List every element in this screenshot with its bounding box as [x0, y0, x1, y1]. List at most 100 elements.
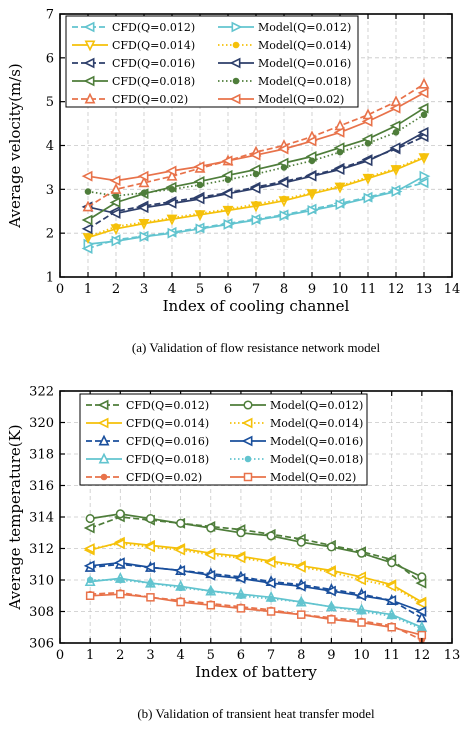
chart-b-point-3-1	[113, 538, 125, 550]
chart-a-ytick-label: 1	[46, 271, 54, 286]
chart-a-legend-marker-0	[83, 21, 95, 33]
chart-a-legend: CFD(Q=0.012) Model(Q=0.012) CFD(Q=0.014) Mo…	[65, 15, 359, 108]
chart-b-xtick-label: 3	[146, 648, 154, 663]
chart-a-legend-label-4: CFD(Q=0.016)	[112, 57, 195, 70]
chart-b-xtick-label: 5	[207, 648, 215, 663]
chart-a-xtick-label: 0	[56, 282, 64, 297]
chart-a-point-3-5	[224, 205, 232, 213]
chart-b-point-7-9	[358, 608, 365, 615]
chart-a-point-5-7	[277, 177, 289, 189]
chart-a-point-8-1	[110, 182, 122, 194]
chart-a-xtick-label: 6	[224, 282, 232, 297]
chart-b-series-line-3	[90, 542, 423, 605]
chart-a-point-5-1	[109, 208, 121, 219]
chart-b-series-line-8	[90, 591, 423, 641]
chart-b-point-3-7	[294, 561, 306, 573]
chart-a-xtick-label: 1	[84, 282, 92, 297]
chart-b-point-5-2	[144, 561, 155, 573]
chart-b-point-1-5	[236, 528, 246, 538]
chart-b-point-7-7	[297, 598, 305, 606]
chart-a-point-9-5	[221, 155, 233, 167]
chart-b-point-3-3	[174, 544, 186, 556]
chart-a-xtick-label: 4	[168, 282, 176, 297]
chart-a-xtick-label: 10	[332, 282, 349, 297]
chart-b-point-9-6	[266, 607, 276, 616]
chart-b-legend-marker-7	[244, 455, 252, 463]
chart-b-legend-label-0: CFD(Q=0.012)	[126, 399, 209, 412]
chart-b-series-line-6	[90, 577, 423, 629]
chart-a-point-9-2	[137, 170, 149, 182]
chart-b-xtick-label: 2	[116, 648, 124, 663]
chart-b-legend-marker-9	[243, 472, 253, 482]
chart-b-point-1-7	[296, 537, 306, 547]
chart-b-xtick-label: 8	[297, 648, 305, 663]
chart-b-point-7-0	[86, 576, 94, 584]
chart-a-point-1-1	[111, 235, 123, 247]
chart-a-xtick-label: 12	[388, 282, 405, 297]
chart-a-point-1-8	[307, 204, 319, 216]
chart-a-point-1-9	[335, 199, 347, 211]
chart-b-point-1-3	[176, 518, 186, 528]
chart-b-point-5-5	[234, 572, 246, 584]
chart-b-ytick-label: 322	[29, 385, 54, 400]
chart-b-point-3-10	[385, 580, 397, 592]
chart-b-legend-marker-2	[97, 417, 109, 429]
chart-b-point-1-10	[387, 558, 397, 568]
chart-b-x-axis-label: Index of battery	[195, 663, 317, 681]
chart-a-xtick-label: 2	[112, 282, 120, 297]
chart-a-point-6-0	[81, 214, 93, 226]
chart-b-y-axis-label: Average temperature(K)	[6, 424, 24, 610]
chart-b-point-9-11	[417, 630, 427, 640]
chart-b-point-9-8	[327, 615, 336, 624]
chart-b-legend-marker-8	[100, 473, 108, 481]
chart-b-series-line-2	[89, 541, 423, 603]
chart-a-xtick-label: 8	[280, 282, 288, 297]
chart-a-legend-marker-6	[83, 75, 95, 87]
chart-a-point-5-4	[193, 193, 205, 205]
chart-b-point-1-4	[206, 523, 216, 533]
chart-b-xtick-label: 11	[383, 648, 400, 663]
chart-a-point-9-12	[417, 87, 429, 99]
chart-b-point-5-4	[204, 569, 216, 581]
chart-a-y-axis-label: Average velocity(m/s)	[6, 63, 24, 229]
chart-a-legend-marker-2	[84, 40, 96, 52]
chart-a-xtick-label: 5	[196, 282, 204, 297]
chart-b-legend-label-9: Model(Q=0.02)	[270, 471, 356, 484]
chart-a-ytick-label: 5	[46, 95, 54, 110]
chart-a-point-5-8	[305, 170, 317, 182]
chart-b-legend-marker-1	[243, 400, 253, 410]
chart-a-point-3-4	[196, 210, 204, 217]
chart-b-point-9-7	[296, 610, 306, 619]
chart-a-legend-marker-4	[83, 57, 95, 69]
chart-a-point-8-0	[82, 200, 94, 212]
chart-b-point-1-2	[145, 514, 156, 524]
chart-a-legend-label-3: Model(Q=0.014)	[258, 39, 351, 52]
chart-a-point-7-4	[196, 181, 204, 189]
chart-a-legend-marker-9	[229, 93, 241, 105]
chart-a-point-1-5	[223, 218, 235, 230]
chart-b-legend-label-6: CFD(Q=0.018)	[126, 453, 209, 466]
chart-a-point-6-12	[417, 102, 429, 114]
chart-b-point-9-10	[387, 623, 396, 632]
chart-a-xtick-label: 14	[444, 282, 461, 297]
chart-b-xtick-label: 4	[176, 648, 184, 663]
chart-b-xtick-label: 9	[327, 648, 335, 663]
chart-b-xtick-label: 0	[56, 648, 64, 663]
chart-a-point-6-11	[389, 120, 401, 132]
chart-a-legend-marker-1	[231, 21, 243, 33]
chart-a-point-0-12	[417, 177, 429, 189]
chart-b-point-0-0	[83, 522, 95, 534]
chart-a-point-4-0	[81, 223, 93, 235]
chart-a-legend-label-0: CFD(Q=0.012)	[112, 21, 195, 34]
chart-b-ytick-label: 314	[29, 511, 54, 526]
chart-a-point-1-12	[419, 170, 431, 182]
chart-b-legend: CFD(Q=0.012) Model(Q=0.012) CFD(Q=0.014) Mo…	[79, 393, 368, 486]
chart-a-point-5-6	[249, 183, 261, 194]
chart-b-point-7-10	[388, 612, 395, 620]
chart-b-point-7-5	[237, 592, 245, 600]
chart-b-xtick-label: 13	[444, 648, 461, 663]
chart-b-point-7-11	[418, 625, 426, 633]
chart-a-ytick-label: 6	[46, 51, 54, 66]
chart-a-point-8-3	[166, 169, 178, 181]
